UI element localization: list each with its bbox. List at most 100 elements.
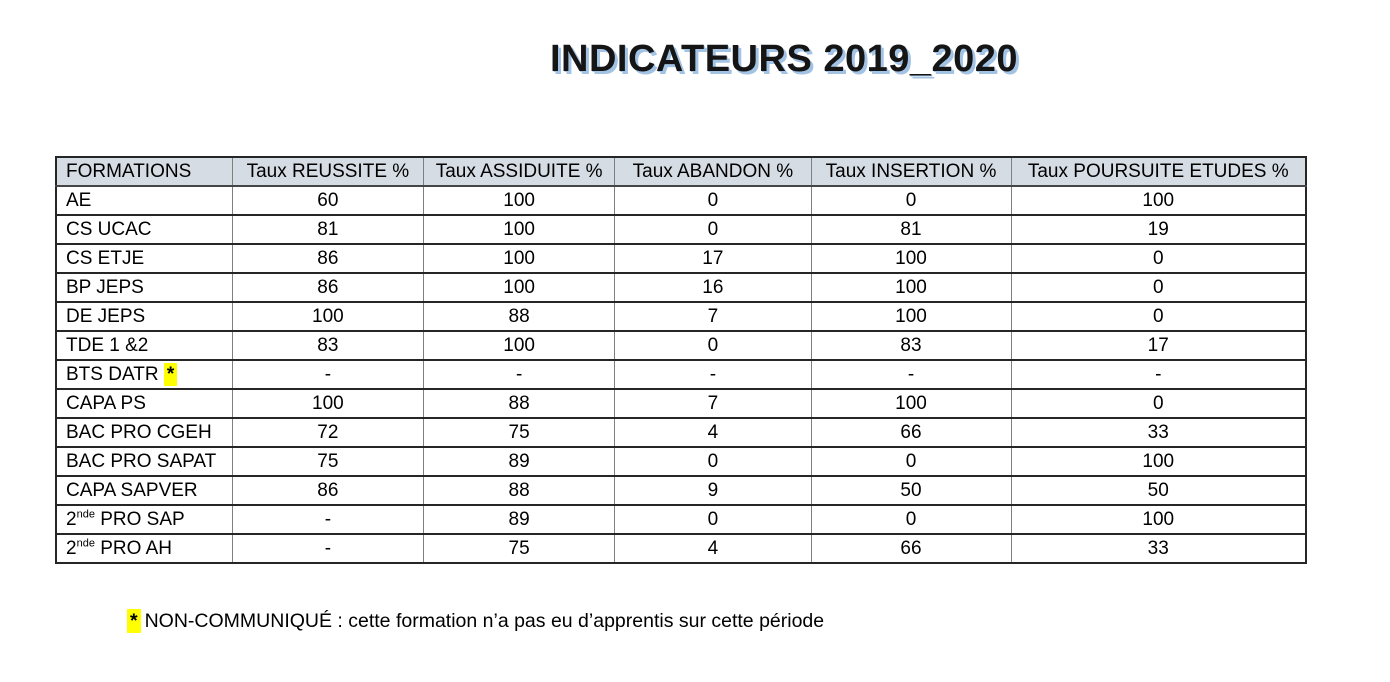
value-cell: 4: [614, 417, 812, 448]
formation-name: CS ETJE: [66, 247, 145, 269]
value-cell: 0: [614, 214, 812, 245]
value-cell: -: [614, 359, 812, 390]
value-cell: 86: [231, 243, 425, 274]
formation-name-cell: 2nde PRO AH: [55, 533, 233, 564]
table-row: BTS DATR * - - - - -: [55, 359, 1307, 390]
value-cell: 50: [1010, 475, 1307, 506]
table-row: DE JEPS 100 88 7 100 0: [55, 301, 1307, 332]
value-cell: 19: [1010, 214, 1307, 245]
formation-name-cell: BP JEPS: [55, 272, 233, 303]
value-cell: 81: [231, 214, 425, 245]
table-row: TDE 1 &2 83 100 0 83 17: [55, 330, 1307, 361]
value-cell: 33: [1010, 417, 1307, 448]
column-header: Taux ASSIDUITE %: [422, 156, 616, 187]
footnote: * NON-COMMUNIQUÉ : cette formation n’a pa…: [127, 609, 825, 633]
formation-name: AE: [66, 189, 92, 211]
formation-name: CS UCAC: [66, 218, 152, 240]
table-row: 2nde PRO SAP -89 0 0 100: [55, 504, 1307, 535]
value-cell: 75: [422, 417, 616, 448]
value-cell: 100: [422, 214, 616, 245]
value-cell: -: [231, 359, 425, 390]
value-cell: -: [231, 504, 425, 535]
table-header-row: FORMATIONS Taux REUSSITE % Taux ASSIDUITE …: [55, 156, 1307, 187]
value-cell: 0: [614, 330, 812, 361]
value-cell: 100: [422, 185, 616, 216]
value-cell: 0: [1010, 301, 1307, 332]
formation-name-cell: CS UCAC: [55, 214, 233, 245]
value-cell: 17: [614, 243, 812, 274]
value-cell: 100: [810, 388, 1012, 419]
value-cell: 75: [422, 533, 616, 564]
column-header: Taux ABANDON %: [614, 156, 812, 187]
value-cell: 89: [422, 504, 616, 535]
value-cell: -: [810, 359, 1012, 390]
value-cell: 83: [231, 330, 425, 361]
formation-name-cell: DE JEPS: [55, 301, 233, 332]
value-cell: 86: [231, 475, 425, 506]
value-cell: 88: [422, 388, 616, 419]
value-cell: 0: [810, 185, 1012, 216]
value-cell: -: [231, 533, 425, 564]
value-cell: 0: [614, 185, 812, 216]
formation-name-cell: TDE 1 &2: [55, 330, 233, 361]
value-cell: 66: [810, 417, 1012, 448]
formation-name-cell: 2nde PRO SAP: [55, 504, 233, 535]
non-communique-marker: *: [163, 362, 178, 386]
value-cell: 0: [614, 504, 812, 535]
value-cell: 100: [1010, 185, 1307, 216]
value-cell: 100: [422, 243, 616, 274]
indicators-table: FORMATIONS Taux REUSSITE % Taux ASSIDUITE …: [55, 156, 1307, 564]
value-cell: 81: [810, 214, 1012, 245]
formation-name-superscript: nde: [76, 537, 95, 550]
formation-name: DE JEPS: [66, 305, 146, 327]
table-row: CAPA PS 100 88 7 100 0: [55, 388, 1307, 419]
value-cell: 100: [231, 301, 425, 332]
formation-name: CAPA SAPVER: [66, 479, 198, 501]
value-cell: 88: [422, 301, 616, 332]
table-row: BP JEPS 86 100 16 100 0: [55, 272, 1307, 303]
value-cell: 0: [810, 504, 1012, 535]
value-cell: -: [422, 359, 616, 390]
value-cell: 66: [810, 533, 1012, 564]
value-cell: 100: [1010, 446, 1307, 477]
value-cell: 100: [231, 388, 425, 419]
table-row: BAC PRO SAPAT 75 89 0 0 100: [55, 446, 1307, 477]
formation-name-rest: PRO AH: [94, 537, 173, 559]
formation-name-cell: BAC PRO CGEH: [55, 417, 233, 448]
value-cell: -: [1010, 359, 1307, 390]
value-cell: 100: [1010, 504, 1307, 535]
formation-name-cell: BTS DATR *: [55, 359, 233, 390]
value-cell: 72: [231, 417, 425, 448]
formation-name: 2: [66, 537, 77, 559]
value-cell: 0: [1010, 243, 1307, 274]
formation-name-cell: BAC PRO SAPAT: [55, 446, 233, 477]
column-header: Taux POURSUITE ETUDES %: [1010, 156, 1307, 187]
table-row: 2nde PRO AH -75 4 66 33: [55, 533, 1307, 564]
formation-name-cell: CAPA PS: [55, 388, 233, 419]
formation-name-cell: AE: [55, 185, 233, 216]
formation-name-cell: CAPA SAPVER: [55, 475, 233, 506]
formation-name: TDE 1 &2: [66, 334, 149, 356]
value-cell: 86: [231, 272, 425, 303]
table-row: CS ETJE 86 100 17 100 0: [55, 243, 1307, 274]
value-cell: 0: [1010, 388, 1307, 419]
formation-name: 2: [66, 508, 77, 530]
formation-name: BTS DATR: [66, 363, 159, 385]
value-cell: 0: [614, 446, 812, 477]
formation-name: BAC PRO CGEH: [66, 421, 212, 443]
page-title: INDICATEURS 2019_2020: [549, 38, 1019, 80]
value-cell: 9: [614, 475, 812, 506]
formation-name-rest: PRO SAP: [94, 508, 185, 530]
formation-name: CAPA PS: [66, 392, 146, 414]
value-cell: 50: [810, 475, 1012, 506]
column-header: Taux REUSSITE %: [231, 156, 425, 187]
value-cell: 16: [614, 272, 812, 303]
value-cell: 7: [614, 301, 812, 332]
value-cell: 17: [1010, 330, 1307, 361]
footnote-text: NON-COMMUNIQUÉ : cette formation n’a pas…: [144, 610, 825, 632]
value-cell: 0: [810, 446, 1012, 477]
value-cell: 100: [810, 301, 1012, 332]
value-cell: 0: [1010, 272, 1307, 303]
value-cell: 100: [422, 330, 616, 361]
